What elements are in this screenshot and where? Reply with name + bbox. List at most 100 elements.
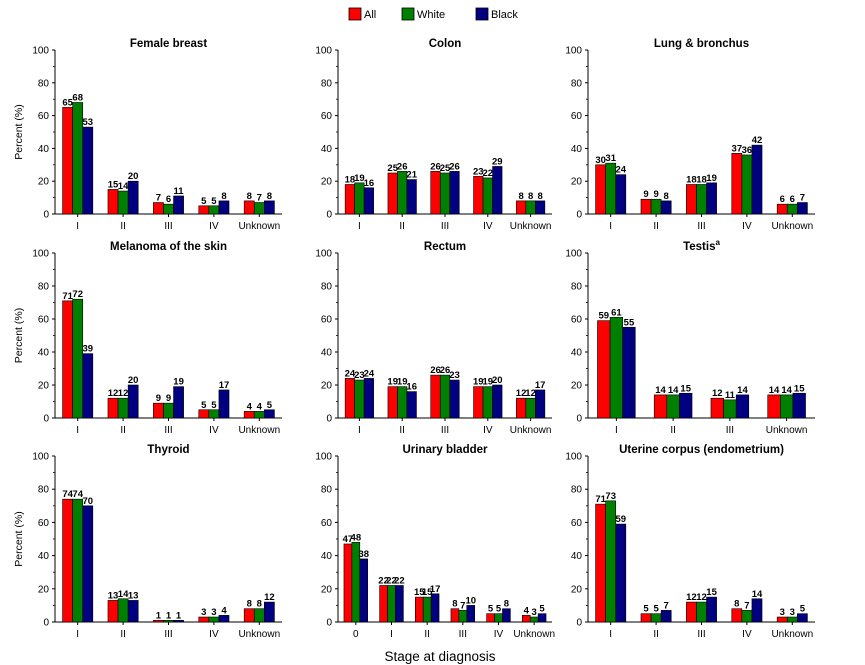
y-tick-label: 100: [32, 249, 49, 260]
legend-swatch-all: [348, 7, 362, 21]
bar-all-iii: [153, 202, 164, 215]
bar-all-i: [62, 300, 73, 419]
y-tick-label: 100: [32, 452, 49, 463]
x-tick-label: IV: [494, 629, 504, 640]
x-tick-label: II: [653, 629, 659, 640]
bar-white-ii: [117, 190, 129, 215]
bar-black-iii: [173, 620, 184, 623]
bar-white-i: [72, 102, 84, 215]
value-label: 13: [108, 590, 119, 601]
bar-white-iii: [439, 172, 451, 215]
bar-black-unknown: [535, 389, 546, 419]
value-label: 7: [744, 600, 749, 611]
value-label: 14: [737, 385, 748, 396]
bar-white-ii: [650, 613, 662, 623]
bar-black-unknown: [792, 392, 806, 419]
bar-black-i: [615, 174, 627, 215]
value-label: 72: [72, 289, 83, 300]
value-label: 15: [794, 383, 805, 394]
x-tick-label: II: [424, 629, 430, 640]
y-tick-label: 60: [38, 518, 50, 529]
bar-white-iv: [741, 610, 753, 623]
x-tick-label: I: [76, 221, 79, 232]
bar-all-i: [597, 320, 611, 419]
legend-label-white: White: [417, 9, 445, 21]
x-tick-label: Unknown: [510, 425, 552, 436]
y-tick-label: 20: [321, 177, 333, 188]
bar-all-i: [344, 184, 355, 215]
bar-white-i: [605, 162, 617, 215]
value-label: 7: [156, 193, 161, 204]
bar-white-unknown: [525, 397, 536, 419]
value-label: 70: [82, 496, 93, 507]
bar-white-iii: [696, 184, 707, 215]
value-label: 22: [378, 575, 389, 586]
value-label: 1: [176, 610, 182, 621]
value-label: 15: [422, 587, 433, 598]
value-label: 5: [201, 196, 207, 207]
bar-all-unknown: [776, 203, 788, 215]
value-label: 10: [465, 595, 476, 606]
x-tick-label: III: [164, 425, 172, 436]
value-label: 12: [516, 388, 527, 399]
value-label: 12: [108, 388, 119, 399]
value-label: 19: [397, 377, 408, 388]
bar-all-ii: [107, 397, 119, 419]
y-tick-label: 100: [565, 46, 582, 57]
value-label: 37: [732, 143, 743, 154]
bar-white-iii: [439, 374, 451, 419]
bar-black-ii: [679, 392, 693, 419]
value-label: 6: [780, 194, 785, 205]
x-tick-label: III: [441, 221, 449, 232]
value-label: 30: [595, 155, 606, 166]
y-tick-label: 40: [571, 551, 583, 562]
value-label: 42: [752, 135, 763, 146]
x-tick-label: III: [164, 629, 172, 640]
bar-black-ii: [406, 179, 417, 215]
x-tick-label: IV: [209, 425, 219, 436]
bar-all-ii: [414, 596, 424, 623]
x-tick-label: III: [726, 425, 734, 436]
y-tick-label: 60: [38, 111, 50, 122]
bar-white-iii: [696, 601, 707, 623]
y-tick-label: 80: [38, 282, 50, 293]
bar-black-iii: [706, 596, 717, 623]
value-label: 13: [128, 590, 139, 601]
y-tick-label: 60: [38, 315, 50, 326]
y-tick-label: 0: [576, 414, 582, 425]
bar-black-iii: [706, 182, 717, 215]
panel-title: Rectum: [424, 241, 466, 253]
value-label: 39: [82, 344, 93, 355]
bar-black-i: [622, 326, 636, 419]
bar-all-ii: [107, 189, 119, 215]
value-label: 9: [653, 189, 658, 200]
bar-all-iv: [731, 608, 743, 623]
bar-white-ii: [117, 397, 129, 419]
value-label: 19: [354, 173, 365, 184]
bar-all-iv: [198, 205, 210, 215]
bar-black-iv: [218, 389, 230, 419]
bar-black-ii: [127, 600, 139, 623]
value-label: 16: [364, 178, 375, 189]
bar-black-i: [615, 523, 627, 623]
bar-all-ii: [640, 198, 652, 215]
title-superscript: a: [715, 238, 720, 247]
bar-black-iv: [751, 144, 763, 215]
value-label: 8: [247, 599, 252, 610]
value-label: 61: [611, 307, 622, 318]
panel-title: Colon: [429, 38, 462, 50]
x-tick-label: IV: [483, 425, 493, 436]
value-label: 15: [680, 383, 691, 394]
legend-swatch-black: [475, 7, 489, 21]
value-label: 36: [742, 145, 753, 156]
value-label: 8: [537, 191, 542, 202]
value-label: 18: [686, 174, 697, 185]
y-tick-label: 40: [321, 348, 333, 359]
value-label: 3: [211, 607, 216, 618]
bar-black-unknown: [797, 202, 808, 215]
y-tick-label: 100: [315, 46, 332, 57]
bar-all-i: [379, 585, 388, 623]
bar-white-iii: [723, 399, 737, 419]
value-label: 18: [696, 174, 707, 185]
